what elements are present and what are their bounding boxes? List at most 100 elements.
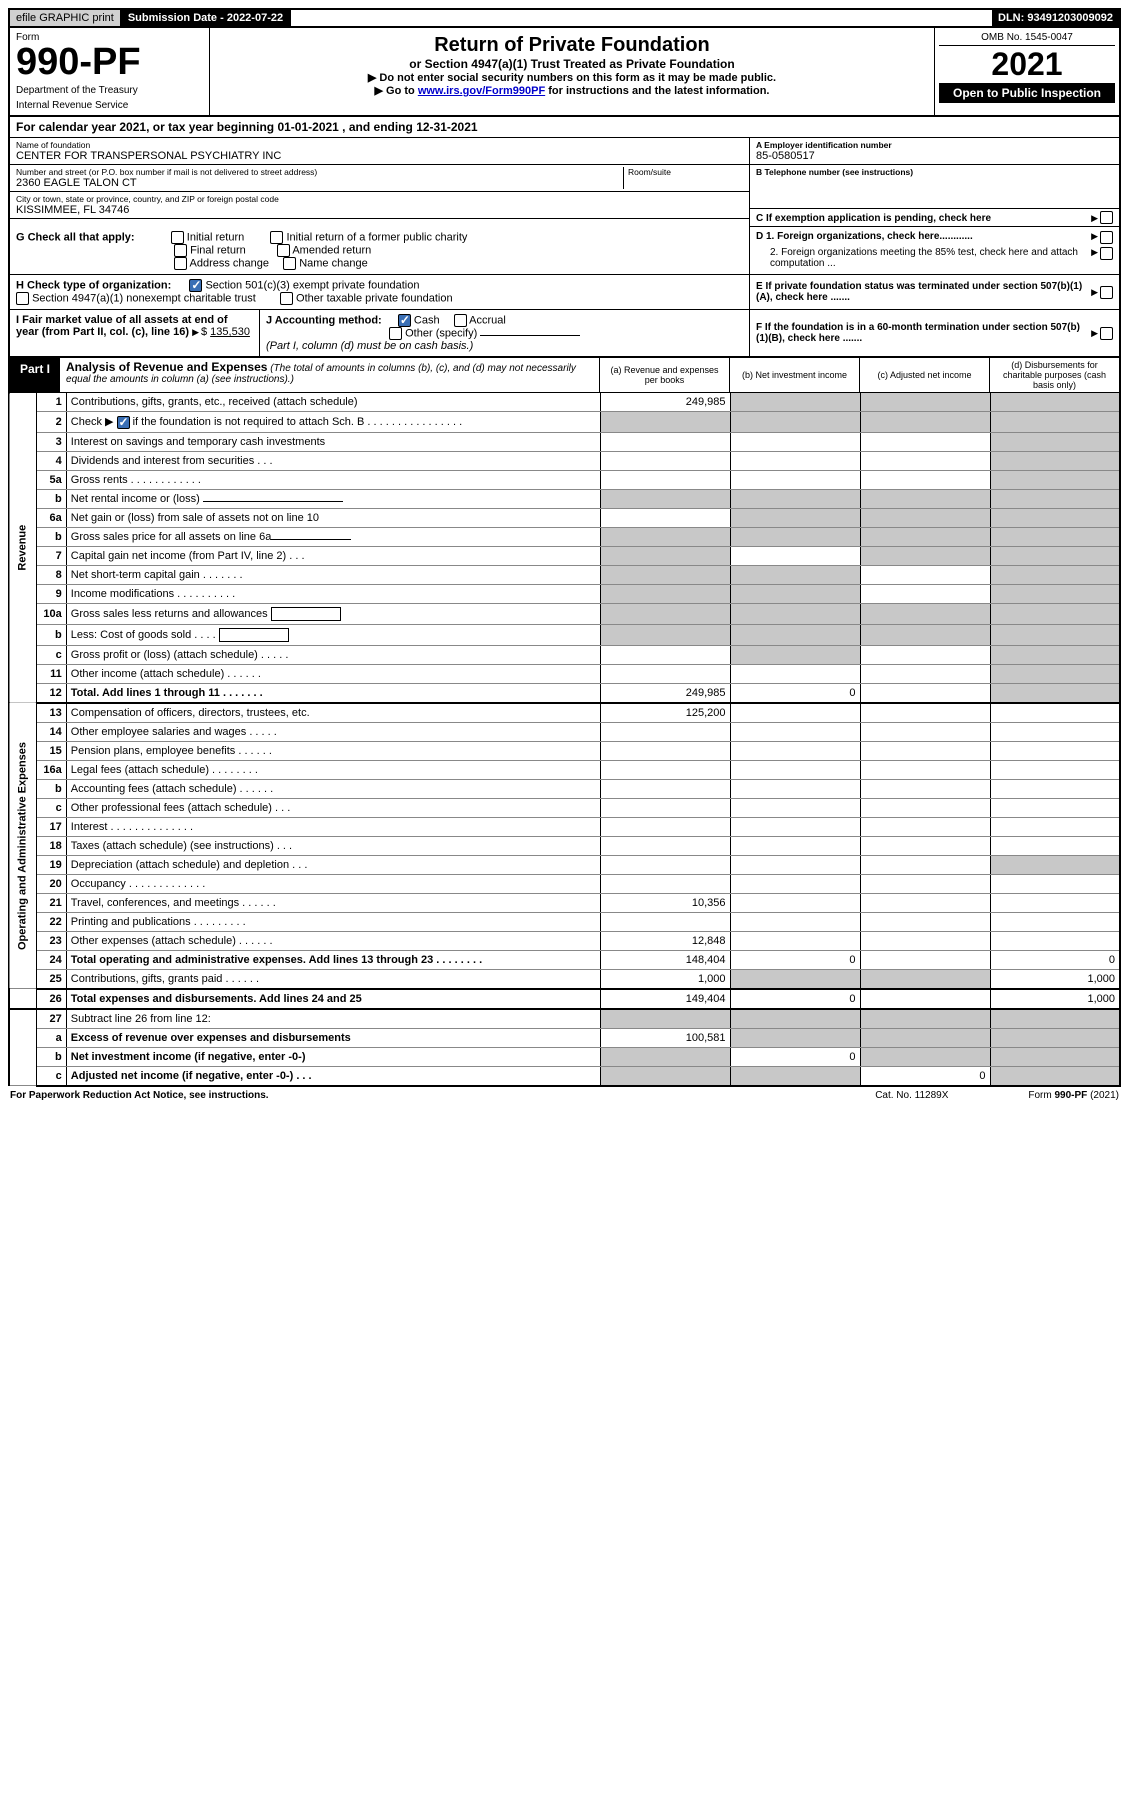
table-row: bNet rental income or (loss) (9, 489, 1120, 508)
table-row: bNet investment income (if negative, ent… (9, 1047, 1120, 1066)
header-center: Return of Private Foundation or Section … (210, 28, 934, 115)
table-row: 17Interest . . . . . . . . . . . . . . (9, 817, 1120, 836)
tax-year: 2021 (939, 46, 1115, 83)
table-row: 11Other income (attach schedule) . . . .… (9, 664, 1120, 683)
form-header: Form 990-PF Department of the Treasury I… (8, 28, 1121, 117)
arrow-icon (1091, 247, 1100, 269)
header-left: Form 990-PF Department of the Treasury I… (10, 28, 210, 115)
section-g: G Check all that apply: Initial return I… (10, 227, 749, 274)
table-row: cAdjusted net income (if negative, enter… (9, 1066, 1120, 1086)
table-row: 24Total operating and administrative exp… (9, 950, 1120, 969)
checkbox-address-change[interactable] (174, 257, 187, 270)
checkbox-f[interactable] (1100, 327, 1113, 340)
table-row: 3Interest on savings and temporary cash … (9, 432, 1120, 451)
table-row: 16aLegal fees (attach schedule) . . . . … (9, 760, 1120, 779)
checkbox-4947a1[interactable] (16, 292, 29, 305)
cat-number: Cat. No. 11289X (875, 1090, 948, 1101)
section-g-d: G Check all that apply: Initial return I… (8, 227, 1121, 275)
table-row: 2 Check ▶ if the foundation is not requi… (9, 412, 1120, 433)
arrow-icon (1091, 213, 1100, 224)
table-row: bAccounting fees (attach schedule) . . .… (9, 779, 1120, 798)
table-row: 14Other employee salaries and wages . . … (9, 722, 1120, 741)
checkbox-c[interactable] (1100, 211, 1113, 224)
table-row: 23Other expenses (attach schedule) . . .… (9, 931, 1120, 950)
part-1-table: Revenue 1 Contributions, gifts, grants, … (8, 393, 1121, 1087)
section-h-e: H Check type of organization: Section 50… (8, 275, 1121, 310)
opex-label: Operating and Administrative Expenses (9, 703, 36, 989)
table-row: 18Taxes (attach schedule) (see instructi… (9, 836, 1120, 855)
fmv-value: 135,530 (210, 326, 250, 338)
checkbox-501c3[interactable] (189, 279, 202, 292)
checkbox-cash[interactable] (398, 314, 411, 327)
form-number: 990-PF (16, 43, 203, 81)
page-footer: For Paperwork Reduction Act Notice, see … (8, 1087, 1121, 1101)
checkbox-initial-return[interactable] (171, 231, 184, 244)
table-row: cOther professional fees (attach schedul… (9, 798, 1120, 817)
checkbox-amended[interactable] (277, 244, 290, 257)
checkbox-name-change[interactable] (283, 257, 296, 270)
table-row: 12Total. Add lines 1 through 11 . . . . … (9, 683, 1120, 703)
table-row: 27Subtract line 26 from line 12: (9, 1009, 1120, 1029)
dept-treasury: Department of the Treasury (16, 85, 203, 96)
section-i-j-f: I Fair market value of all assets at end… (8, 310, 1121, 358)
arrow-icon (1091, 231, 1100, 244)
identity-block: Name of foundation CENTER FOR TRANSPERSO… (8, 138, 1121, 227)
table-row: Revenue 1 Contributions, gifts, grants, … (9, 393, 1120, 412)
instruction-1: ▶ Do not enter social security numbers o… (216, 71, 928, 84)
table-row: 10aGross sales less returns and allowanc… (9, 603, 1120, 624)
table-row: 20Occupancy . . . . . . . . . . . . . (9, 874, 1120, 893)
table-row: 8Net short-term capital gain . . . . . .… (9, 565, 1120, 584)
col-c-header: (c) Adjusted net income (859, 358, 989, 392)
checkbox-other-method[interactable] (389, 327, 402, 340)
calendar-year-row: For calendar year 2021, or tax year begi… (8, 117, 1121, 138)
checkbox-d1[interactable] (1100, 231, 1113, 244)
section-d: D 1. Foreign organizations, check here..… (749, 227, 1119, 274)
table-row: aExcess of revenue over expenses and dis… (9, 1028, 1120, 1047)
checkbox-sch-b[interactable] (117, 416, 130, 429)
section-f: F If the foundation is in a 60-month ter… (749, 310, 1119, 356)
table-row: cGross profit or (loss) (attach schedule… (9, 645, 1120, 664)
efile-print-button[interactable]: efile GRAPHIC print (10, 10, 122, 26)
checkbox-initial-former[interactable] (270, 231, 283, 244)
irs-link[interactable]: www.irs.gov/Form990PF (418, 85, 545, 97)
form-title: Return of Private Foundation (216, 34, 928, 57)
paperwork-notice: For Paperwork Reduction Act Notice, see … (10, 1090, 269, 1101)
submission-date: Submission Date - 2022-07-22 (122, 10, 291, 26)
section-j: J Accounting method: Cash Accrual Other … (260, 310, 749, 356)
col-b-header: (b) Net investment income (729, 358, 859, 392)
checkbox-e[interactable] (1100, 286, 1113, 299)
irs-label: Internal Revenue Service (16, 100, 203, 111)
part-1-columns: (a) Revenue and expenses per books (b) N… (599, 358, 1119, 392)
part-1-header: Part I Analysis of Revenue and Expenses … (8, 358, 1121, 393)
open-inspection: Open to Public Inspection (939, 83, 1115, 103)
checkbox-final-return[interactable] (174, 244, 187, 257)
exemption-pending-cell: C If exemption application is pending, c… (750, 209, 1119, 227)
table-row: 15Pension plans, employee benefits . . .… (9, 741, 1120, 760)
table-row: 4Dividends and interest from securities … (9, 451, 1120, 470)
form-ref: Form 990-PF (2021) (1028, 1090, 1119, 1101)
section-h: H Check type of organization: Section 50… (10, 275, 749, 309)
checkbox-d2[interactable] (1100, 247, 1113, 260)
section-i: I Fair market value of all assets at end… (10, 310, 260, 356)
address-cell: Number and street (or P.O. box number if… (10, 165, 749, 192)
checkbox-accrual[interactable] (454, 314, 467, 327)
table-row: bGross sales price for all assets on lin… (9, 527, 1120, 546)
part-1-label: Part I (10, 358, 60, 392)
telephone-cell: B Telephone number (see instructions) (750, 165, 1119, 209)
table-row: 7Capital gain net income (from Part IV, … (9, 546, 1120, 565)
table-row: 21Travel, conferences, and meetings . . … (9, 893, 1120, 912)
table-row: 26Total expenses and disbursements. Add … (9, 989, 1120, 1009)
ein-cell: A Employer identification number 85-0580… (750, 138, 1119, 165)
header-right: OMB No. 1545-0047 2021 Open to Public In… (934, 28, 1119, 115)
form-subtitle: or Section 4947(a)(1) Trust Treated as P… (216, 57, 928, 71)
top-bar: efile GRAPHIC print Submission Date - 20… (8, 8, 1121, 28)
section-e: E If private foundation status was termi… (749, 275, 1119, 309)
table-row: 22Printing and publications . . . . . . … (9, 912, 1120, 931)
foundation-name-cell: Name of foundation CENTER FOR TRANSPERSO… (10, 138, 749, 165)
col-a-header: (a) Revenue and expenses per books (599, 358, 729, 392)
revenue-label: Revenue (9, 393, 36, 703)
checkbox-other-taxable[interactable] (280, 292, 293, 305)
arrow-icon (1091, 287, 1100, 298)
table-row: Operating and Administrative Expenses 13… (9, 703, 1120, 723)
part-1-title: Analysis of Revenue and Expenses (The to… (60, 358, 599, 392)
